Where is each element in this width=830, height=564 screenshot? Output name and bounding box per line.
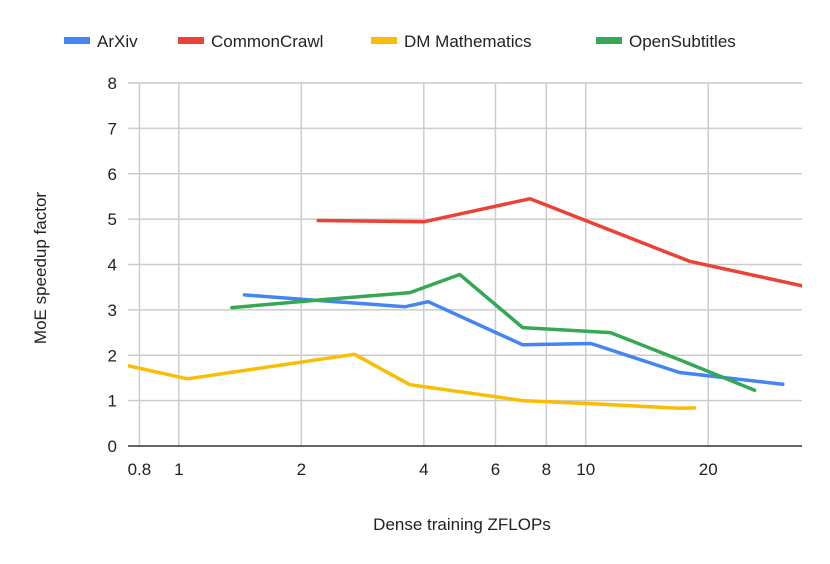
horizontal-gridlines [128, 82, 802, 402]
x-tick-label: 20 [699, 460, 718, 479]
y-tick-label: 3 [108, 301, 117, 320]
y-tick-label: 2 [108, 346, 117, 365]
legend-swatch-opensubtitles [596, 37, 622, 44]
y-tick-label: 7 [108, 119, 117, 138]
x-tick-label: 4 [419, 460, 428, 479]
series-line-opensubtitles [230, 272, 757, 392]
legend-swatch-arxiv [64, 37, 90, 44]
x-tick-label: 8 [542, 460, 551, 479]
series-line-dm-mathematics [128, 352, 697, 411]
y-tick-label: 6 [108, 165, 117, 184]
y-tick-label: 1 [108, 392, 117, 411]
y-axis-tick-labels: 0 1 2 3 4 5 6 7 8 [108, 74, 117, 456]
legend-label-arxiv: ArXiv [97, 32, 138, 51]
x-tick-label: 1 [174, 460, 183, 479]
series-line-commoncrawl [316, 196, 802, 288]
legend-label-dm-mathematics: DM Mathematics [404, 32, 532, 51]
legend: ArXiv CommonCrawl DM Mathematics OpenSubtit… [64, 32, 736, 51]
y-tick-label: 0 [108, 437, 117, 456]
x-tick-label: 6 [491, 460, 500, 479]
y-tick-label: 8 [108, 74, 117, 93]
legend-label-opensubtitles: OpenSubtitles [629, 32, 736, 51]
x-tick-label: 2 [297, 460, 306, 479]
x-axis-tick-labels: 0.8 1 2 4 6 8 10 20 [128, 460, 718, 479]
series-lines [128, 196, 802, 411]
y-axis-title: MoE speedup factor [31, 192, 50, 344]
y-tick-label: 4 [108, 256, 117, 275]
series-line-arxiv [242, 293, 785, 387]
x-tick-label: 10 [576, 460, 595, 479]
legend-swatch-commoncrawl [178, 37, 204, 44]
legend-label-commoncrawl: CommonCrawl [211, 32, 323, 51]
x-tick-label: 0.8 [128, 460, 152, 479]
legend-swatch-dm-mathematics [371, 37, 397, 44]
y-tick-label: 5 [108, 210, 117, 229]
x-axis-title: Dense training ZFLOPs [373, 515, 551, 534]
